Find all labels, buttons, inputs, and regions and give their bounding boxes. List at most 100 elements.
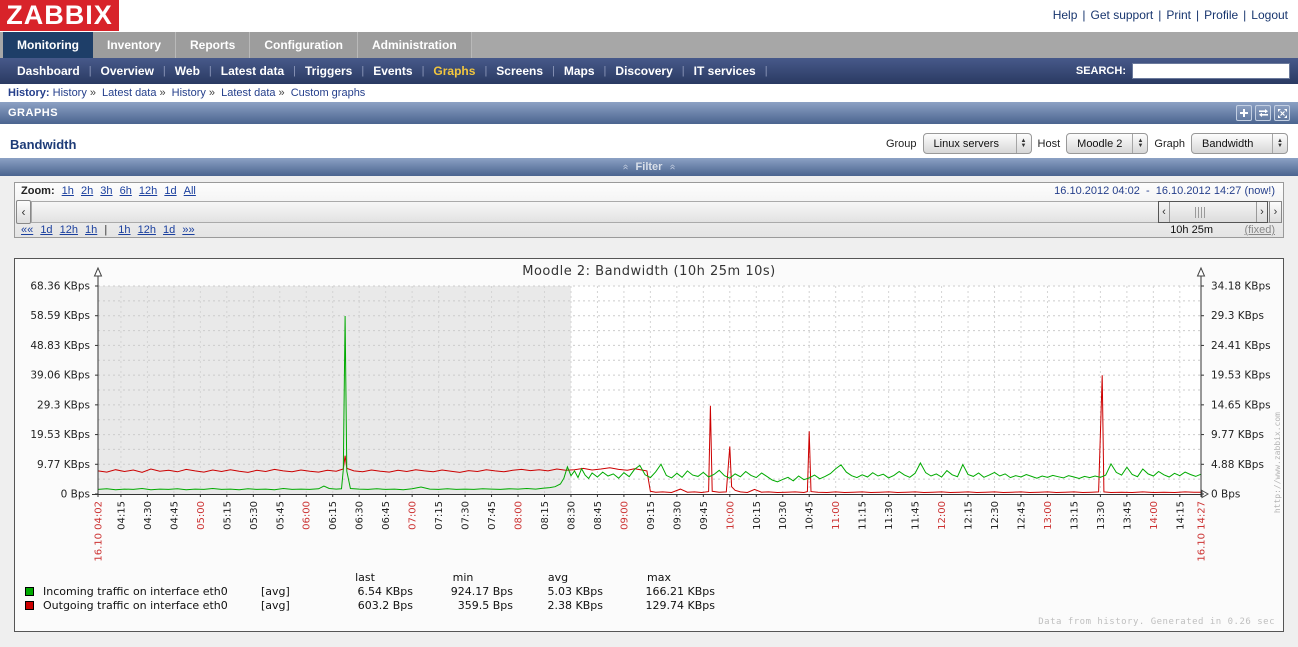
x-axis-label: 04:15 xyxy=(116,501,127,530)
zoom-1d-link[interactable]: 1d xyxy=(164,185,177,197)
top-header: ZABBIX Help | Get support | Print | Profile | Lo… xyxy=(0,0,1298,32)
subnav-web[interactable]: Web xyxy=(174,64,200,78)
legend-header-avg: avg xyxy=(547,571,569,584)
x-axis-label: 04:30 xyxy=(143,501,154,530)
host-label: Host xyxy=(1037,137,1061,150)
slider-left-handle[interactable]: ‹ xyxy=(1159,202,1170,222)
group-label: Group xyxy=(885,137,917,150)
refresh-icon xyxy=(1258,109,1268,117)
zoom-12h-link[interactable]: 12h xyxy=(138,185,158,197)
y-axis-label-left: 39.06 KBps xyxy=(30,370,90,382)
shift-left-1d-link[interactable]: 1d xyxy=(40,224,53,236)
subnav-graphs[interactable]: Graphs xyxy=(433,64,476,78)
legend-row-avg: 2.38 KBps xyxy=(547,599,603,612)
tab-configuration[interactable]: Configuration xyxy=(250,32,358,58)
zabbix-watermark: http://www.zabbix.com xyxy=(1273,411,1282,513)
shift-left-1h-link[interactable]: 1h xyxy=(85,224,98,236)
tab-monitoring[interactable]: Monitoring xyxy=(3,32,93,58)
y-axis-label-right: 0 Bps xyxy=(1211,489,1240,501)
shift-right-1h-link[interactable]: 1h xyxy=(118,224,131,236)
fixed-toggle-link[interactable]: (fixed) xyxy=(1244,224,1275,236)
subnav-it-services[interactable]: IT services xyxy=(693,64,756,78)
zoom-all-link[interactable]: All xyxy=(183,185,196,197)
y-axis-label-left: 58.59 KBps xyxy=(30,310,90,322)
slider-right-handle[interactable]: › xyxy=(1255,202,1267,222)
scroll-right-button[interactable]: › xyxy=(1269,201,1282,223)
subnav-latest-data[interactable]: Latest data xyxy=(220,64,285,78)
stepper-icon: ▲ ▼ xyxy=(1015,134,1031,153)
subnav-overview[interactable]: Overview xyxy=(100,64,154,78)
subnav-discovery[interactable]: Discovery xyxy=(615,64,673,78)
page-title: Bandwidth xyxy=(10,136,77,152)
search-input[interactable] xyxy=(1132,63,1290,79)
logout-link[interactable]: Logout xyxy=(1251,8,1288,22)
zoom-1h-link[interactable]: 1h xyxy=(61,185,74,197)
subnav-triggers[interactable]: Triggers xyxy=(304,64,353,78)
shift-right-1d-link[interactable]: 1d xyxy=(163,224,176,236)
profile-link[interactable]: Profile xyxy=(1204,8,1239,22)
breadcrumb-history-1[interactable]: History xyxy=(52,87,87,99)
x-axis-label: 12:45 xyxy=(1016,501,1027,530)
add-graph-button[interactable] xyxy=(1236,105,1252,121)
tab-inventory[interactable]: Inventory xyxy=(92,32,176,58)
bandwidth-chart: 68.36 KBps 34.18 KBps 58.59 KBps 29.3 KBps 4… xyxy=(30,266,1271,562)
shift-left-12h-link[interactable]: 12h xyxy=(59,224,78,236)
tab-administration[interactable]: Administration xyxy=(358,32,472,58)
x-axis-label: 14:00 xyxy=(1149,501,1160,530)
host-select[interactable]: Moodle 2 ▲ ▼ xyxy=(1066,133,1149,154)
fullscreen-icon xyxy=(1277,108,1287,118)
breadcrumb-custom-graphs[interactable]: Custom graphs xyxy=(290,87,366,99)
x-axis-label: 10:45 xyxy=(805,501,816,530)
fullscreen-button[interactable] xyxy=(1274,105,1290,121)
scroll-left-button[interactable]: ‹ xyxy=(16,200,31,224)
x-axis-label: 16.10 04:02 xyxy=(94,501,105,562)
subnav-events[interactable]: Events xyxy=(373,64,413,78)
graph-label: Graph xyxy=(1154,137,1185,150)
slider-grip[interactable] xyxy=(1195,206,1206,218)
section-title: GRAPHS xyxy=(8,107,59,119)
get-support-link[interactable]: Get support xyxy=(1090,8,1154,22)
subnav-dashboard[interactable]: Dashboard xyxy=(17,64,80,78)
period-to-link[interactable]: 16.10.2012 14:27 xyxy=(1155,185,1242,197)
refresh-button[interactable] xyxy=(1255,105,1271,121)
shift-far-left-link[interactable]: «« xyxy=(21,224,34,236)
zoom-3h-link[interactable]: 3h xyxy=(100,185,113,197)
breadcrumb-latest-data-2[interactable]: Latest data xyxy=(221,87,276,99)
tab-reports[interactable]: Reports xyxy=(176,32,251,58)
period-from-link[interactable]: 16.10.2012 04:02 xyxy=(1054,185,1140,197)
x-axis-label: 11:15 xyxy=(858,501,869,530)
zoom-6h-link[interactable]: 6h xyxy=(119,185,132,197)
graph-selectors: Group Linux servers ▲ ▼ Host Moodle 2 ▲ ▼ … xyxy=(886,133,1288,154)
top-links: Help | Get support | Print | Profile | Logout xyxy=(1052,8,1288,22)
breadcrumb-latest-data-1[interactable]: Latest data xyxy=(102,87,157,99)
zoom-2h-link[interactable]: 2h xyxy=(80,185,94,197)
graph-header-row: Bandwidth Group Linux servers ▲ ▼ Host Mo… xyxy=(0,130,1298,158)
zabbix-logo: ZABBIX xyxy=(0,0,119,31)
subnav-maps[interactable]: Maps xyxy=(563,64,595,78)
graph-select[interactable]: Bandwidth ▲ ▼ xyxy=(1191,133,1288,154)
print-link[interactable]: Print xyxy=(1166,8,1192,22)
legend-row-avg: 5.03 KBps xyxy=(547,585,603,598)
filter-toggle-bar[interactable]: » Filter » xyxy=(0,158,1298,176)
y-axis-label-right: 9.77 KBps xyxy=(1211,429,1264,441)
group-select-value: Linux servers xyxy=(933,137,999,150)
zoom-label: Zoom: xyxy=(21,185,55,197)
x-axis-label: 14:15 xyxy=(1175,501,1186,530)
subnav-screens[interactable]: Screens xyxy=(496,64,543,78)
legend-row-label: Outgoing traffic on interface eth0 xyxy=(43,599,228,612)
y-axis-label-right: 4.88 KBps xyxy=(1211,459,1264,471)
now-link[interactable]: (now!) xyxy=(1244,185,1275,197)
x-axis-label: 10:00 xyxy=(725,501,736,530)
group-select[interactable]: Linux servers ▲ ▼ xyxy=(922,133,1032,154)
shift-right-12h-link[interactable]: 12h xyxy=(137,224,156,236)
legend-header-min: min xyxy=(452,571,474,584)
y-axis-label-left: 48.83 KBps xyxy=(30,340,90,352)
shift-far-right-link[interactable]: »» xyxy=(182,224,195,236)
x-axis-label: 09:45 xyxy=(699,501,710,530)
x-axis-label: 11:30 xyxy=(884,501,895,530)
help-link[interactable]: Help xyxy=(1052,8,1078,22)
breadcrumb-history-2[interactable]: History xyxy=(171,87,206,99)
scrollbar-track[interactable]: ‹ › › xyxy=(31,201,1282,223)
time-slider[interactable]: ‹ › xyxy=(1158,201,1268,223)
legend-header-max: max xyxy=(647,571,671,584)
